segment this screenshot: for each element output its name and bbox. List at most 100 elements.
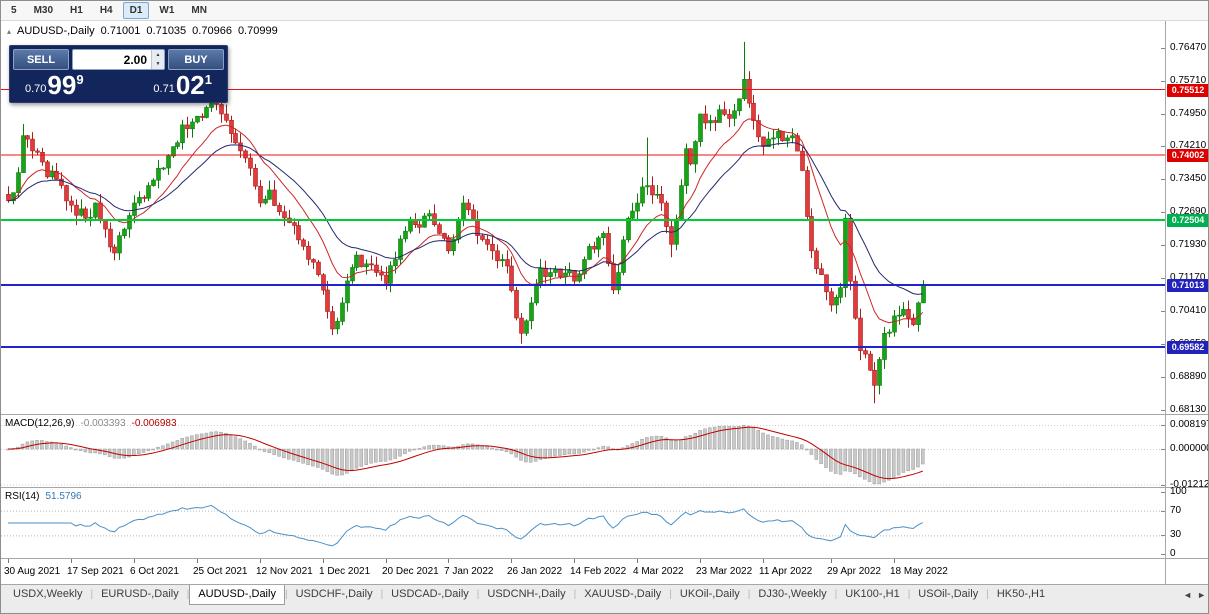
- pane-splitter[interactable]: [1, 487, 1208, 488]
- chart-tab-bar: USDX,Weekly | EURUSD-,Daily | AUDUSD-,Daily |…: [1, 584, 1208, 613]
- lot-decrease-button[interactable]: ▼: [152, 59, 164, 69]
- date-tick-mark: [8, 559, 9, 563]
- date-tick-mark: [831, 559, 832, 563]
- scale-tick-mark: [1161, 311, 1165, 312]
- sell-button[interactable]: SELL: [13, 49, 69, 70]
- tabs-scroll-right-button[interactable]: ►: [1197, 590, 1206, 600]
- date-tick-label: 18 May 2022: [890, 566, 948, 577]
- date-tick-label: 26 Jan 2022: [507, 566, 563, 577]
- price-scale: 0.76470 0.75710 0.74950 0.74210 0.73450 0.726…: [1161, 21, 1209, 584]
- scale-tick-mark: [1161, 81, 1165, 82]
- price-tick-label: 0.71930: [1170, 239, 1207, 250]
- timeframe-button-w1[interactable]: W1: [152, 2, 181, 19]
- chart-symbol-period: AUDUSD-,Daily: [17, 25, 95, 37]
- tab-usdchf-daily[interactable]: USDCHF-,Daily: [295, 588, 373, 600]
- tab-separator: |: [907, 589, 911, 600]
- timeframe-button-m30[interactable]: M30: [27, 2, 60, 19]
- timeframe-button-mn[interactable]: MN: [184, 2, 214, 19]
- tab-dj30-weekly[interactable]: DJ30-,Weekly: [758, 588, 827, 600]
- price-scale-divider: [1165, 21, 1166, 584]
- timeframe-button-5[interactable]: 5: [4, 2, 24, 19]
- time-axis: 30 Aug 2021 17 Sep 2021 6 Oct 2021 25 Oct 2…: [1, 559, 1165, 584]
- tab-usdx-weekly[interactable]: USDX,Weekly: [13, 588, 83, 600]
- tab-audusd-daily[interactable]: AUDUSD-,Daily: [189, 585, 285, 605]
- date-tick-label: 29 Apr 2022: [827, 566, 881, 577]
- date-tick-label: 14 Feb 2022: [570, 566, 627, 577]
- tab-separator: |: [380, 589, 384, 600]
- lot-increase-button[interactable]: ▲: [152, 50, 164, 60]
- price-line-badge: 0.75512: [1167, 84, 1208, 97]
- tab-separator: |: [90, 589, 94, 600]
- macd-histogram: [6, 424, 925, 485]
- macd-tick-label: 0.008197: [1170, 419, 1209, 430]
- tab-eurusd-daily[interactable]: EURUSD-,Daily: [101, 588, 179, 600]
- date-tick-mark: [574, 559, 575, 563]
- price-line-badge: 0.69582: [1167, 341, 1208, 354]
- main-price-pane[interactable]: [1, 21, 1165, 414]
- lot-size-input[interactable]: 2.00: [123, 53, 147, 67]
- bid-big-digits: 99: [47, 70, 77, 100]
- date-tick-label: 25 Oct 2021: [193, 566, 248, 577]
- price-tick-label: 0.70410: [1170, 305, 1207, 316]
- ask-price: 0.71 02 1: [153, 72, 212, 98]
- chart-icon: ▴: [7, 26, 12, 36]
- tab-uk100-h1[interactable]: UK100-,H1: [845, 588, 900, 600]
- lot-size-control[interactable]: 2.00 ▲ ▼: [72, 49, 165, 70]
- scale-tick-mark: [1161, 278, 1165, 279]
- timeframe-button-h4[interactable]: H4: [93, 2, 120, 19]
- tab-separator: |: [986, 589, 989, 600]
- scale-tick-mark: [1161, 146, 1165, 147]
- tab-usdcad-daily[interactable]: USDCAD-,Daily: [391, 588, 469, 600]
- buy-button[interactable]: BUY: [168, 49, 224, 70]
- tab-separator: |: [669, 589, 672, 600]
- macd-pane[interactable]: [1, 415, 1165, 487]
- price-tick-label: 0.72690: [1170, 206, 1207, 217]
- tab-usoil-daily[interactable]: USOil-,Daily: [918, 588, 979, 600]
- date-tick-mark: [894, 559, 895, 563]
- scale-tick-mark: [1161, 377, 1165, 378]
- scale-tick-mark: [1161, 410, 1165, 411]
- pane-splitter[interactable]: [1, 558, 1208, 559]
- tab-xauusd-daily[interactable]: XAUUSD-,Daily: [584, 588, 662, 600]
- timeframe-button-d1[interactable]: D1: [122, 2, 150, 19]
- tab-usdcnh-daily[interactable]: USDCNH-,Daily: [487, 588, 566, 600]
- rsi-tick-label: 100: [1170, 486, 1187, 497]
- tabs-scroll-left-button[interactable]: ◄: [1183, 590, 1193, 600]
- date-tick-mark: [71, 559, 72, 563]
- price-tick-label: 0.74950: [1170, 108, 1207, 119]
- price-line-badge: 0.72504: [1167, 214, 1208, 227]
- price-tick-label: 0.74210: [1170, 140, 1207, 151]
- ask-prefix: 0.71: [153, 83, 175, 95]
- pane-splitter[interactable]: [1, 414, 1208, 415]
- chart-title: ▴ AUDUSD-,Daily 0.71001 0.71035 0.70966 …: [7, 25, 278, 37]
- ma-slow-line[interactable]: [7, 141, 923, 295]
- date-tick-label: 23 Mar 2022: [696, 566, 753, 577]
- chart-tabs: USDX,Weekly | EURUSD-,Daily | AUDUSD-,Daily |…: [5, 585, 1180, 605]
- rsi-label: RSI(14) 51.5796: [5, 491, 82, 502]
- scale-tick-mark: [1161, 511, 1165, 512]
- date-tick-label: 1 Dec 2021: [319, 566, 371, 577]
- ma-fast-line[interactable]: [7, 118, 924, 324]
- macd-signal-line: [7, 426, 923, 480]
- rsi-pane[interactable]: [1, 488, 1165, 558]
- scale-tick-mark: [1161, 114, 1165, 115]
- date-tick-mark: [637, 559, 638, 563]
- date-tick-label: 6 Oct 2021: [130, 566, 179, 577]
- scale-tick-mark: [1161, 48, 1165, 49]
- tab-scroll-arrows: ◄ ►: [1183, 590, 1206, 600]
- timeframe-button-h1[interactable]: H1: [63, 2, 90, 19]
- scale-tick-mark: [1161, 485, 1165, 486]
- date-tick-mark: [197, 559, 198, 563]
- tab-ukoil-daily[interactable]: UKOil-,Daily: [679, 588, 740, 600]
- date-tick-mark: [700, 559, 701, 563]
- date-tick-label: 4 Mar 2022: [633, 566, 684, 577]
- scale-tick-mark: [1161, 245, 1165, 246]
- tab-hk50-h1[interactable]: HK50-,H1: [996, 588, 1046, 600]
- date-tick-mark: [511, 559, 512, 563]
- price-line-badge: 0.74002: [1167, 149, 1208, 162]
- chart-window: ▴ AUDUSD-,Daily 0.71001 0.71035 0.70966 …: [1, 21, 1209, 584]
- lot-spinner: ▲ ▼: [151, 50, 164, 69]
- date-tick-label: 30 Aug 2021: [4, 566, 61, 577]
- timeframe-toolbar: 5 M30 H1 H4 D1 W1 MN: [1, 1, 1208, 21]
